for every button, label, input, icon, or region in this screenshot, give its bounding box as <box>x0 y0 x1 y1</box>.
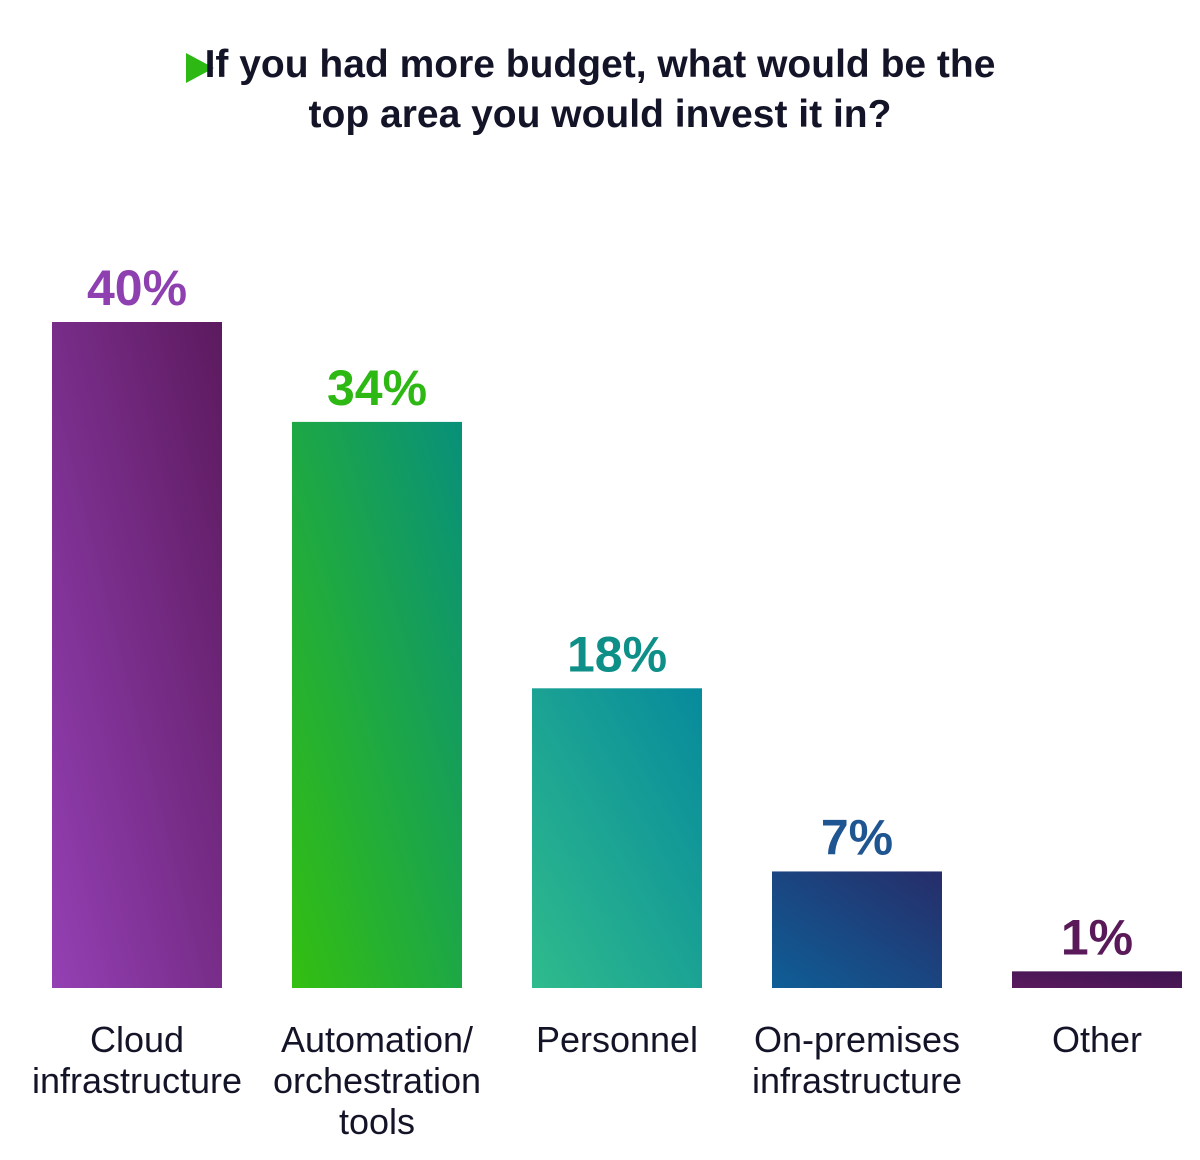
bar <box>532 688 702 988</box>
chart-title: If you had more budget, what would be th… <box>204 43 996 136</box>
value-label: 7% <box>821 809 893 865</box>
value-label: 40% <box>87 260 187 316</box>
value-label: 34% <box>327 360 427 416</box>
bar <box>1012 971 1182 988</box>
x-tick-label: Other <box>1052 1019 1142 1060</box>
value-label: 1% <box>1061 909 1133 965</box>
title-icon <box>186 53 214 83</box>
x-tick-label: Cloud infrastructure <box>32 1019 242 1101</box>
value-label: 18% <box>567 626 667 682</box>
x-tick-label: Automation/orchestration tools <box>273 1019 481 1142</box>
bar <box>52 322 222 988</box>
bar <box>292 421 462 988</box>
bar <box>772 871 942 988</box>
x-tick-label: On-premises infrastructure <box>752 1019 962 1101</box>
x-tick-label: Personnel <box>536 1019 698 1060</box>
